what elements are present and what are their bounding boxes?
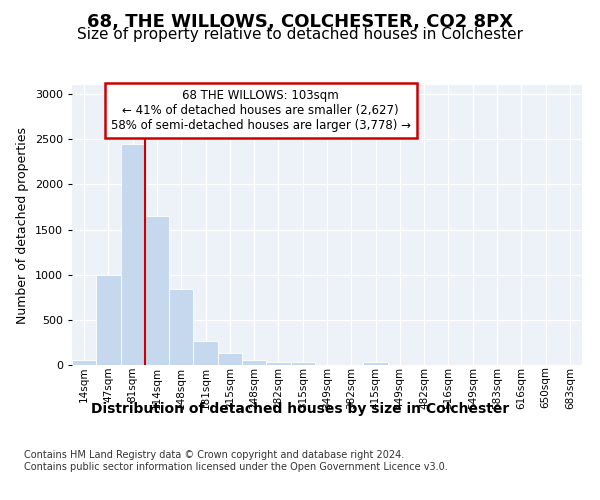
Bar — [169, 289, 193, 365]
Text: Distribution of detached houses by size in Colchester: Distribution of detached houses by size … — [91, 402, 509, 416]
Bar — [290, 362, 315, 365]
Y-axis label: Number of detached properties: Number of detached properties — [16, 126, 29, 324]
Bar — [364, 362, 388, 365]
Bar — [121, 144, 145, 365]
Text: Contains HM Land Registry data © Crown copyright and database right 2024.
Contai: Contains HM Land Registry data © Crown c… — [24, 450, 448, 471]
Bar — [218, 354, 242, 365]
Bar — [96, 274, 121, 365]
Bar — [145, 216, 169, 365]
Bar — [242, 360, 266, 365]
Bar — [266, 362, 290, 365]
Text: Size of property relative to detached houses in Colchester: Size of property relative to detached ho… — [77, 28, 523, 42]
Text: 68, THE WILLOWS, COLCHESTER, CO2 8PX: 68, THE WILLOWS, COLCHESTER, CO2 8PX — [87, 12, 513, 30]
Text: 68 THE WILLOWS: 103sqm
← 41% of detached houses are smaller (2,627)
58% of semi-: 68 THE WILLOWS: 103sqm ← 41% of detached… — [110, 89, 410, 132]
Bar — [72, 360, 96, 365]
Bar — [193, 340, 218, 365]
